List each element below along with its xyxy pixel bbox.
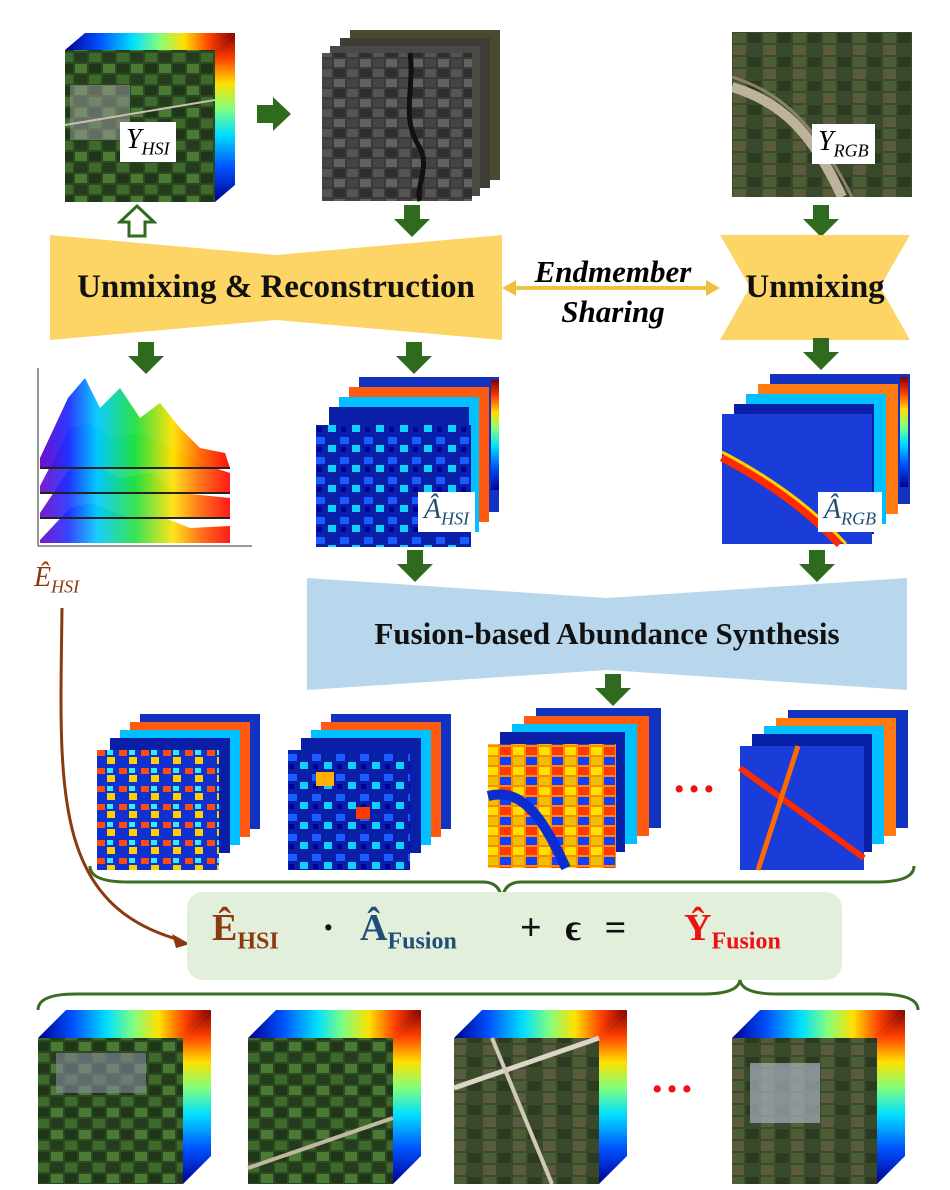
fused-abundance-stack <box>288 714 451 870</box>
arrow-right-icon <box>257 97 291 131</box>
arrow-down-icon <box>799 550 835 582</box>
rgb-input-label: YRGB <box>812 124 875 164</box>
arrow-down-icon <box>397 550 433 582</box>
fused-abundance-stack <box>97 714 260 870</box>
equation-dot: · <box>322 907 335 949</box>
unmixing-block: Unmixing <box>745 269 885 305</box>
fused-abundance-stack <box>738 710 908 871</box>
abundance-hsi-stack <box>316 377 499 547</box>
unmixing-reconstruction-shape <box>50 235 502 340</box>
fused-hsi-cube <box>732 1010 905 1184</box>
equation-abundance: ÂFusion <box>360 907 457 955</box>
double-arrow-icon <box>502 280 720 296</box>
fusion-synthesis-block: Fusion-based Abundance Synthesis <box>374 616 840 651</box>
equation-endmember: ÊHSI <box>212 907 279 955</box>
endmember-connector-arrow <box>59 607 190 948</box>
hsi-input-cube <box>64 33 235 202</box>
arrow-up-outline-icon <box>117 203 157 238</box>
fused-abundance-stack <box>486 708 661 871</box>
equation-noise-equals: + ϵ = <box>520 907 627 949</box>
endmember-hsi-label: ÊHSI <box>34 562 80 597</box>
fusion-equation-box <box>187 892 842 980</box>
fused-hsi-cube <box>38 1010 211 1184</box>
arrow-down-icon <box>803 338 839 370</box>
equation-fused-output: ŶFusion <box>684 907 781 955</box>
abundance-hsi-label: ÂHSI <box>418 492 476 532</box>
lower-brace <box>36 979 920 1011</box>
endmember-sharing-label: Endmember Sharing <box>534 254 692 329</box>
endmember-spectra-plot <box>37 368 252 547</box>
arrow-down-icon <box>396 342 432 374</box>
arrow-down-icon <box>803 205 839 237</box>
fused-hsi-cube <box>453 1010 627 1184</box>
unmixing-shape <box>720 235 910 340</box>
abundance-rgb-label: ÂRGB <box>818 492 883 532</box>
ellipsis-label: … <box>650 1053 696 1102</box>
arrow-down-icon <box>595 674 631 706</box>
fused-hsi-cube <box>247 1010 421 1184</box>
arrow-down-icon <box>128 342 164 374</box>
unmixing-reconstruction-block: Unmixing & Reconstruction <box>77 269 475 305</box>
hsi-input-label: YHSI <box>120 122 176 162</box>
hsi-band-stack <box>322 30 500 202</box>
fusion-block-shape <box>307 578 907 690</box>
arrow-down-icon <box>394 205 430 237</box>
ellipsis-label: … <box>672 753 718 802</box>
rgb-input-image <box>732 32 912 197</box>
